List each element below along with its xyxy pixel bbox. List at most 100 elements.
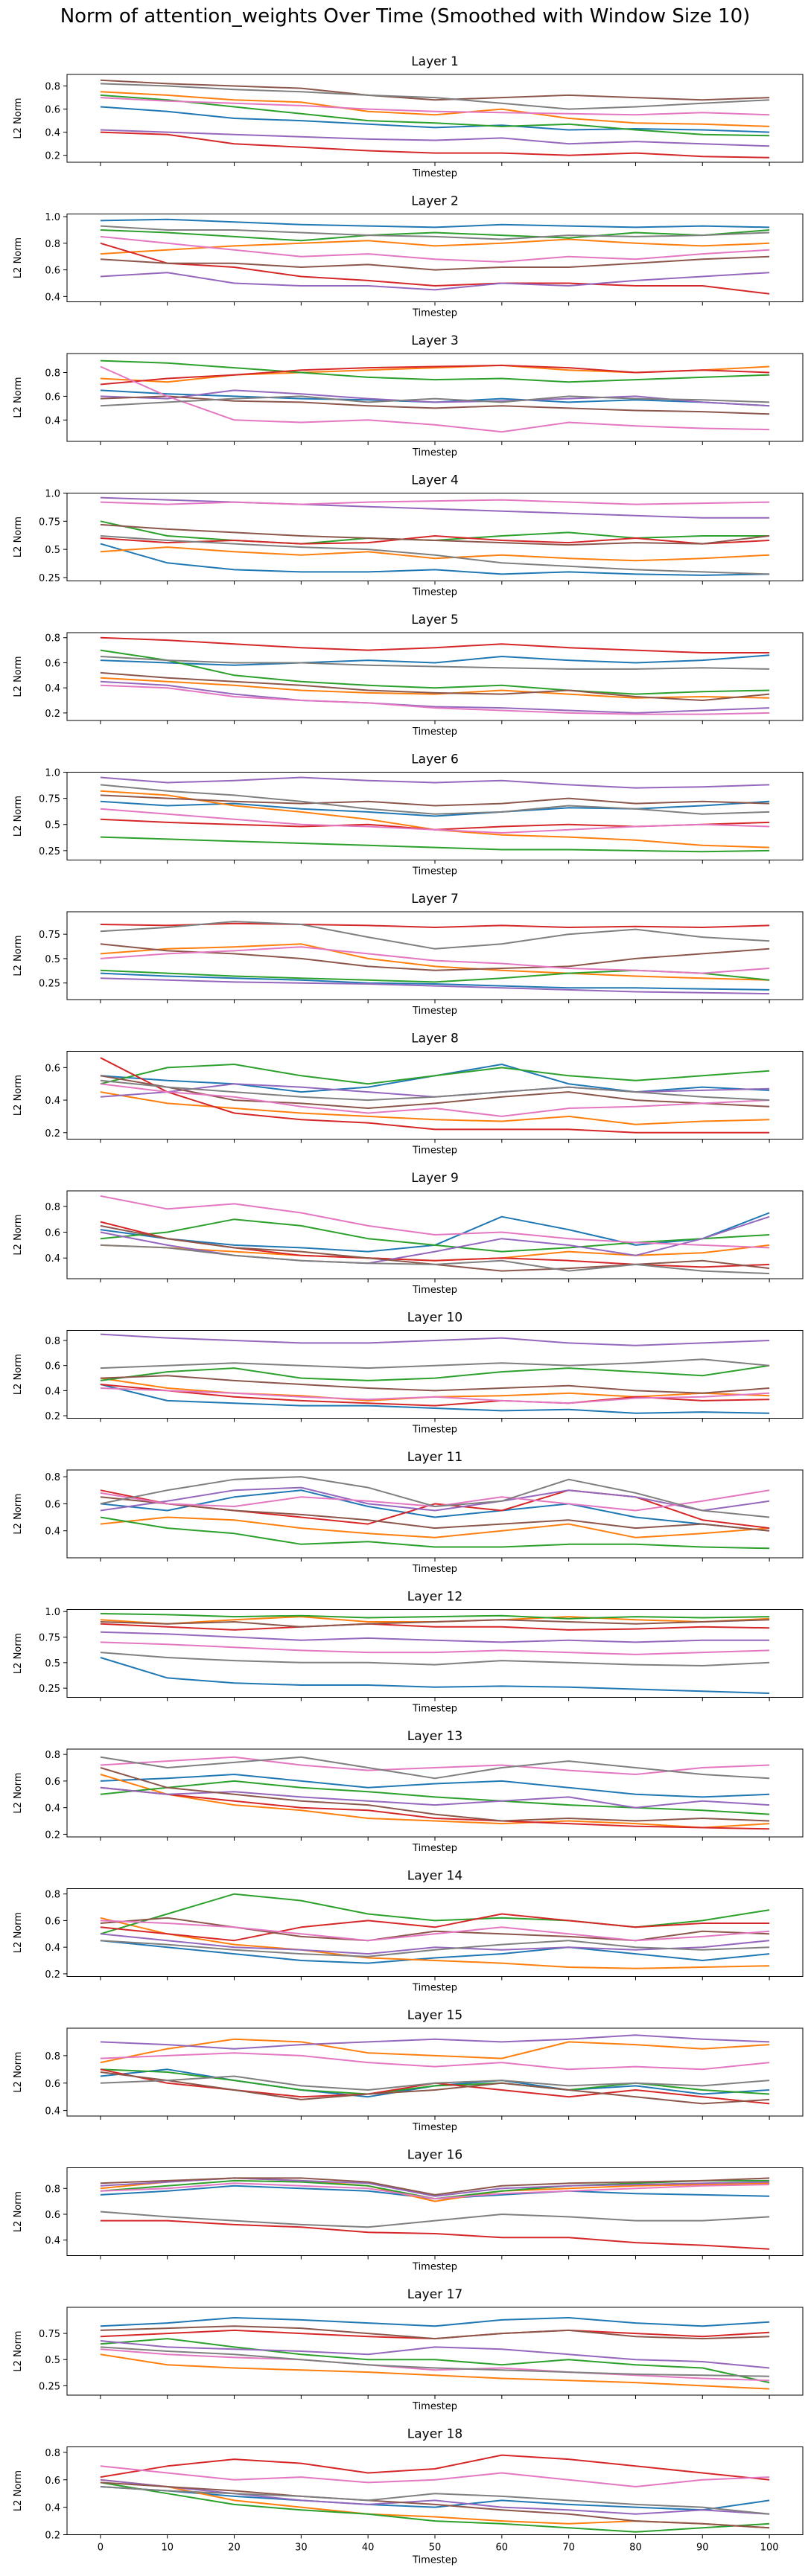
- series-line-6: [100, 1496, 770, 1532]
- series-line-3: [100, 94, 770, 137]
- series-line-6: [100, 2325, 770, 2340]
- series-line-4: [100, 2219, 770, 2250]
- series-line-6: [100, 1767, 770, 1822]
- subplot-layer-7: Layer 7 0.25 0.5 0.75 Timestep L2 Norm: [13, 892, 804, 1017]
- series-line-1: [100, 1940, 770, 1964]
- series-line-4: [100, 1057, 770, 1134]
- y-tick-label: 0.2: [45, 1969, 60, 1981]
- y-tick-label: 1.0: [45, 768, 60, 779]
- series-line-8: [100, 1940, 770, 1957]
- y-tick-label: 0.8: [45, 2051, 60, 2062]
- y-tick-label: 0.25: [39, 979, 60, 990]
- x-axis-label: Timestep: [412, 1285, 457, 1296]
- series-line-6: [100, 2177, 770, 2196]
- y-tick-label: 0.4: [45, 128, 60, 139]
- series-line-2: [100, 1917, 770, 1969]
- y-tick-label: 0.4: [45, 1386, 60, 1397]
- y-axis-label: L2 Norm: [13, 1075, 24, 1116]
- series-line-8: [100, 2211, 770, 2228]
- series-line-1: [100, 800, 770, 817]
- series-line-3: [100, 2481, 770, 2533]
- y-tick-label: 0.2: [45, 1128, 60, 1140]
- series-line-6: [100, 671, 770, 701]
- y-axis-label: L2 Norm: [13, 935, 24, 976]
- subplot-layer-5: Layer 5 0.2 0.4 0.6 0.8 Timestep L2 Norm: [13, 613, 804, 738]
- y-tick-label: 0.4: [45, 292, 60, 303]
- series-line-8: [100, 225, 770, 240]
- y-tick-label: 0.8: [45, 368, 60, 380]
- x-axis-label: Timestep: [412, 2401, 457, 2412]
- x-axis-label: Timestep: [412, 1704, 457, 1715]
- series-line-5: [100, 2478, 770, 2515]
- series-line-6: [100, 523, 770, 546]
- series-line-8: [100, 535, 770, 575]
- y-tick-label: 0.8: [45, 1336, 60, 1347]
- y-tick-label: 0.4: [45, 2106, 60, 2118]
- series-line-2: [100, 91, 770, 127]
- subplot-layer-6: Layer 6 0.25 0.5 0.75 1.0 Timestep L2 Norm: [13, 752, 804, 878]
- series-line-5: [100, 389, 770, 407]
- series-line-3: [100, 1780, 770, 1815]
- y-tick-label: 0.8: [45, 1750, 60, 1761]
- subplot-title: Layer 10: [407, 1311, 462, 1326]
- x-tick-label: 80: [629, 2543, 642, 2554]
- y-tick-label: 0.2: [45, 151, 60, 162]
- y-tick-label: 0.6: [45, 1361, 60, 1372]
- y-axis-label: L2 Norm: [13, 1772, 24, 1813]
- series-line-2: [100, 1774, 770, 1829]
- series-line-8: [100, 1756, 770, 1780]
- series-line-8: [100, 1652, 770, 1666]
- y-tick-label: 0.25: [39, 2381, 60, 2392]
- y-tick-label: 0.8: [45, 1890, 60, 1901]
- series-line-5: [100, 1486, 770, 1512]
- series-line-6: [100, 794, 770, 807]
- plot-frame: [66, 1609, 804, 1698]
- x-tick-label: 100: [760, 2543, 779, 2554]
- series-line-3: [100, 1218, 770, 1253]
- series-line-5: [100, 1933, 770, 1955]
- x-tick-label: 70: [562, 2543, 575, 2554]
- x-tick-label: 20: [228, 2543, 241, 2554]
- y-tick-label: 0.4: [45, 1527, 60, 1538]
- series-line-8: [100, 921, 770, 950]
- y-tick-label: 0.2: [45, 2531, 60, 2542]
- y-tick-label: 0.25: [39, 573, 60, 584]
- y-tick-label: 1.0: [45, 212, 60, 223]
- series-line-8: [100, 1476, 770, 1518]
- series-line-3: [100, 836, 770, 853]
- plot-frame: [66, 1190, 804, 1279]
- y-tick-label: 0.4: [45, 415, 60, 426]
- series-line-7: [100, 1920, 770, 1942]
- plot-frame: [66, 1748, 804, 1838]
- y-axis-label: L2 Norm: [13, 2191, 24, 2232]
- series-line-3: [100, 1613, 770, 1620]
- series-line-5: [100, 2034, 770, 2050]
- series-line-3: [100, 2338, 770, 2384]
- x-tick-label: 10: [161, 2543, 174, 2554]
- subplot-layer-15: Layer 15 0.4 0.6 0.8 Timestep L2 Norm: [13, 2008, 804, 2133]
- series-line-7: [100, 235, 770, 263]
- subplot-title: Layer 17: [407, 2287, 462, 2302]
- y-tick-label: 0.6: [45, 266, 60, 277]
- subplot-title: Layer 3: [411, 333, 459, 348]
- subplot-title: Layer 1: [411, 54, 459, 69]
- x-tick-label: 60: [496, 2543, 509, 2554]
- y-tick-label: 0.2: [45, 1411, 60, 1422]
- x-axis-label: Timestep: [412, 1843, 457, 1854]
- y-tick-label: 0.8: [45, 2184, 60, 2195]
- series-line-7: [100, 1083, 770, 1117]
- series-line-8: [100, 395, 770, 407]
- series-line-4: [100, 1913, 770, 1942]
- series-line-7: [100, 2052, 770, 2071]
- x-tick-label: 50: [429, 2543, 442, 2554]
- subplot-title: Layer 15: [407, 2008, 462, 2023]
- y-tick-label: 0.4: [45, 1803, 60, 1815]
- y-axis-label: L2 Norm: [13, 1633, 24, 1674]
- series-line-4: [100, 364, 770, 386]
- series-line-7: [100, 365, 770, 433]
- subplot-title: Layer 5: [411, 613, 459, 627]
- series-line-5: [100, 1333, 770, 1346]
- y-tick-label: 0.8: [45, 1472, 60, 1483]
